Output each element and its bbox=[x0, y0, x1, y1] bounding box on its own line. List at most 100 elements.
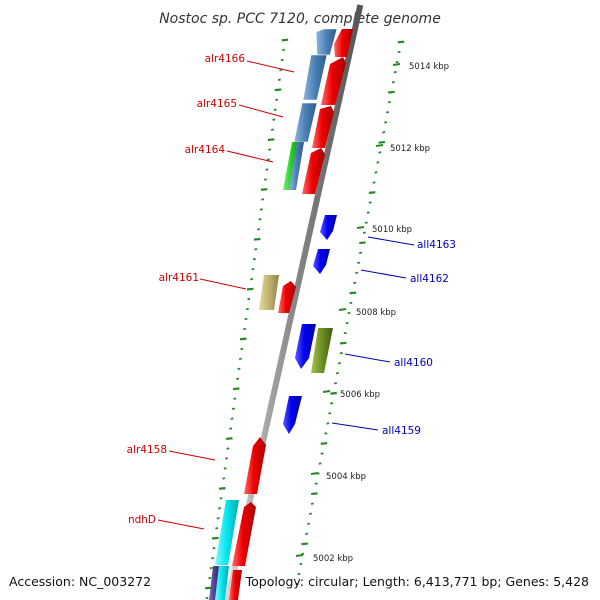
scale-dot bbox=[275, 98, 279, 101]
scale-dot bbox=[265, 168, 269, 171]
scale-dot bbox=[330, 402, 334, 405]
gene-alr4164[interactable] bbox=[283, 142, 304, 190]
scale-dot bbox=[222, 477, 226, 480]
scale-dot bbox=[374, 171, 378, 174]
scale-dot bbox=[301, 542, 309, 546]
svg-text:alr4161[interactable]: alr4161 bbox=[159, 272, 199, 284]
outer-tick-dots bbox=[295, 40, 405, 586]
scale-dot bbox=[386, 111, 390, 114]
scale-dot bbox=[267, 138, 275, 142]
scale-tick: 5012 kbp bbox=[375, 144, 430, 154]
scale-dot bbox=[310, 502, 314, 505]
scale-dot bbox=[328, 412, 332, 415]
gene-next-partial[interactable] bbox=[209, 566, 242, 600]
scale-dot bbox=[218, 507, 222, 510]
scale-dot bbox=[281, 38, 289, 42]
scale-dot bbox=[261, 198, 265, 201]
scale-dot bbox=[238, 357, 242, 361]
gene-alr4166-red[interactable] bbox=[321, 57, 346, 105]
scale-dot bbox=[387, 101, 391, 104]
scale-dot bbox=[243, 327, 247, 331]
scale-dot bbox=[240, 347, 244, 351]
scale-dot bbox=[364, 221, 368, 224]
scale-dot bbox=[366, 211, 370, 214]
scale-dot bbox=[397, 50, 401, 54]
gene-all4160[interactable] bbox=[311, 328, 333, 373]
svg-text:5010 kbp: 5010 kbp bbox=[372, 225, 412, 235]
scale-dot bbox=[231, 407, 235, 410]
gene-alr4164-red[interactable] bbox=[302, 148, 325, 194]
scale-dot bbox=[330, 391, 337, 395]
gene-alr4167-partial[interactable] bbox=[315, 28, 353, 57]
scale-dot bbox=[226, 447, 230, 450]
gene-all4159[interactable] bbox=[283, 396, 302, 434]
scale-dot bbox=[301, 552, 305, 556]
scale-dot bbox=[384, 121, 388, 124]
scale-dot bbox=[359, 241, 366, 245]
scale-dot bbox=[219, 497, 223, 500]
scale-dot bbox=[393, 70, 397, 74]
scale-dot bbox=[246, 287, 254, 291]
gene-all4160-blue[interactable] bbox=[295, 324, 316, 369]
gene-alr4166[interactable] bbox=[302, 54, 328, 101]
gene-label-all4163[interactable]: all4163 bbox=[367, 236, 456, 251]
gene-label-ndhD[interactable]: ndhD bbox=[128, 514, 205, 530]
scale-dot bbox=[245, 307, 249, 311]
svg-text:alr4166[interactable]: alr4166 bbox=[205, 53, 246, 65]
gene-all4163[interactable] bbox=[320, 215, 337, 240]
scale-dot bbox=[343, 331, 347, 335]
scale-dot bbox=[349, 301, 353, 305]
scale-dot bbox=[378, 140, 386, 144]
gene-alr4165[interactable] bbox=[293, 102, 318, 143]
gene-label-alr4166[interactable]: alr4166 bbox=[205, 53, 295, 73]
scale-dot bbox=[211, 556, 215, 560]
scale-dot bbox=[215, 527, 219, 530]
scale-dot bbox=[324, 432, 328, 435]
gene-alr4161-khaki[interactable] bbox=[259, 275, 279, 310]
gene-all4162[interactable] bbox=[313, 249, 330, 274]
gene-label-alr4165[interactable]: alr4165 bbox=[197, 98, 284, 118]
scale-dot bbox=[362, 231, 366, 234]
scale-dot bbox=[305, 532, 309, 535]
gene-label-all4160[interactable]: all4160 bbox=[344, 353, 433, 369]
svg-text:alr4158[interactable]: alr4158 bbox=[127, 444, 167, 456]
svg-text:ndhD[interactable]: ndhD bbox=[128, 514, 156, 526]
svg-text:5008 kbp: 5008 kbp bbox=[356, 308, 396, 318]
gene-alr4165-red[interactable] bbox=[312, 106, 334, 148]
gene-label-alr4158[interactable]: alr4158 bbox=[127, 444, 216, 461]
svg-text:alr4165[interactable]: alr4165 bbox=[197, 98, 237, 110]
gene-label-all4162[interactable]: all4162 bbox=[360, 269, 449, 285]
svg-text:all4160[interactable]: all4160 bbox=[394, 357, 433, 369]
gene-alr4161[interactable] bbox=[278, 281, 296, 313]
scale-dot bbox=[320, 442, 328, 445]
gene-ndhD-cyan[interactable] bbox=[215, 500, 239, 565]
scale-dot bbox=[376, 161, 380, 164]
svg-text:all4159[interactable]: all4159 bbox=[382, 425, 421, 437]
gene-ndhD-red[interactable] bbox=[232, 502, 256, 566]
scale-dot bbox=[273, 108, 277, 111]
scale-dot bbox=[337, 362, 341, 365]
map-title: Nostoc sp. PCC 7120, complete genome bbox=[159, 11, 441, 27]
gene-label-alr4161[interactable]: alr4161 bbox=[159, 272, 247, 290]
svg-text:all4162[interactable]: all4162 bbox=[410, 273, 449, 285]
scale-dot bbox=[334, 382, 338, 385]
gene-label-all4159[interactable]: all4159 bbox=[331, 422, 421, 437]
scale-dot bbox=[359, 251, 363, 254]
scale-dot bbox=[347, 311, 351, 315]
svg-text:5004 kbp: 5004 kbp bbox=[326, 472, 366, 482]
gene-label-alr4164[interactable]: alr4164 bbox=[185, 144, 274, 163]
scale-dot bbox=[382, 131, 386, 134]
scale-dot bbox=[368, 191, 376, 194]
scale-dot bbox=[260, 188, 268, 191]
scale-dot bbox=[272, 118, 276, 121]
svg-text:all4163[interactable]: all4163 bbox=[417, 239, 456, 251]
forward-gene-labels: alr4166 alr4165 alr4164 alr4161 alr4158 … bbox=[127, 53, 295, 530]
scale-dot bbox=[252, 258, 256, 261]
svg-text:alr4164[interactable]: alr4164 bbox=[185, 144, 226, 156]
scale-dot bbox=[247, 297, 251, 301]
gene-alr4158[interactable] bbox=[244, 437, 266, 494]
inner-tick-dots bbox=[205, 38, 289, 600]
reverse-gene-labels: all4163 all4162 all4160 all4159 bbox=[331, 236, 456, 437]
